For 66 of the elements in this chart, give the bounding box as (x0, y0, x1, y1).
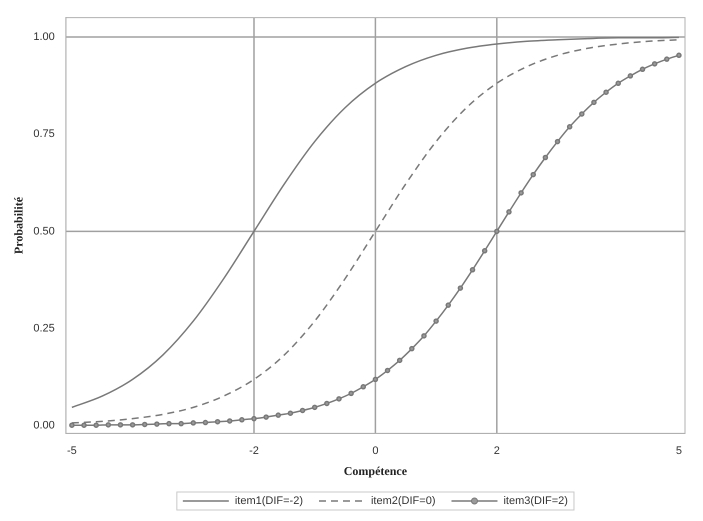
point (154, 421, 160, 427)
point (482, 248, 488, 254)
point (300, 408, 306, 414)
point (118, 422, 124, 428)
point (652, 61, 658, 67)
y-tick-label: 0.75 (33, 128, 55, 140)
point (615, 80, 621, 86)
point (324, 400, 330, 406)
point (214, 418, 220, 424)
point (142, 422, 148, 428)
point (190, 420, 196, 426)
point (202, 420, 208, 426)
point (591, 100, 597, 106)
point (566, 124, 572, 130)
point (396, 358, 402, 364)
point (372, 376, 378, 382)
point (336, 396, 342, 402)
point (664, 56, 670, 62)
point (251, 416, 257, 422)
y-tick-label: 0.25 (33, 322, 55, 335)
legend-label: item2(DIF=0) (370, 495, 436, 508)
point (446, 302, 451, 308)
x-tick-label: 0 (372, 445, 378, 458)
point (276, 412, 282, 418)
point (312, 404, 318, 410)
point (166, 420, 172, 426)
point (518, 190, 524, 196)
point (554, 138, 560, 144)
x-tick-label: 5 (676, 445, 682, 458)
point (178, 420, 184, 426)
x-tick-label: 2 (494, 445, 500, 458)
y-tick-label: 0.00 (33, 420, 55, 432)
point (409, 346, 415, 352)
legend-label: item1(DIF=-2) (234, 495, 303, 508)
point (603, 89, 609, 95)
point (579, 111, 585, 117)
x-tick-label: -5 (66, 445, 77, 458)
point (542, 154, 548, 160)
y-tick-label: 1.00 (33, 31, 55, 44)
point (506, 209, 512, 215)
point (433, 318, 439, 324)
point (288, 410, 294, 416)
point (93, 422, 99, 428)
point (106, 422, 112, 428)
point (640, 66, 646, 72)
point (421, 333, 427, 339)
point (69, 422, 75, 428)
point (263, 414, 269, 420)
point (628, 73, 634, 79)
legend-label: item3(DIF=2) (503, 495, 568, 508)
x-tick-label: -2 (249, 445, 259, 458)
point (130, 422, 136, 428)
point (239, 417, 245, 423)
point (494, 228, 500, 234)
point (348, 390, 354, 396)
point (458, 285, 464, 291)
point (530, 172, 536, 178)
y-axis-title: Probabilité (11, 196, 26, 254)
point (226, 418, 232, 424)
point (676, 52, 682, 58)
x-axis-title: Compétence (344, 464, 408, 478)
point (384, 368, 390, 374)
y-tick-label: 0.50 (33, 225, 55, 238)
point (360, 384, 366, 390)
point (81, 422, 87, 428)
point (470, 267, 476, 273)
